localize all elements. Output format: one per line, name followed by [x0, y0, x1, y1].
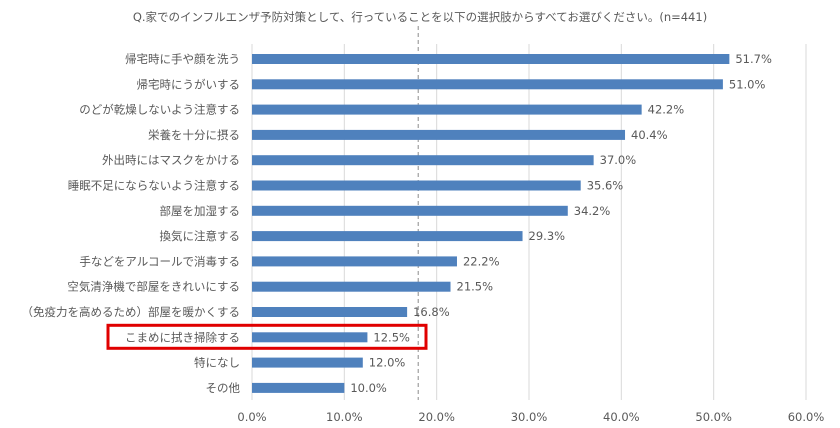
category-label: 帰宅時に手や顔を洗う	[125, 52, 240, 66]
category-label: 部屋を加湿する	[160, 204, 241, 218]
bar	[252, 180, 581, 191]
bar	[252, 104, 642, 115]
chart-title: Q.家でのインフルエンザ予防対策として、行っていることを以下の選択肢からすべてお…	[133, 10, 707, 24]
data-label: 16.8%	[413, 305, 450, 319]
category-label: 外出時にはマスクをかける	[102, 153, 240, 167]
bar	[252, 129, 626, 140]
bar	[252, 307, 408, 317]
bar	[252, 155, 594, 166]
category-label: 栄養を十分に摂る	[148, 128, 240, 142]
labels: 0.0% 10.0% 20.0% 30.0% 40.0% 50.0% 60.0% 帰宅時に手や…	[22, 52, 825, 424]
bar	[252, 281, 451, 292]
x-tick-label: 60.0%	[788, 410, 825, 424]
x-tick-label: 50.0%	[695, 410, 732, 424]
bars	[252, 54, 730, 393]
bar	[252, 382, 345, 393]
bar	[252, 205, 568, 216]
bar	[252, 332, 368, 343]
category-label: 睡眠不足にならないよう注意する	[68, 179, 240, 193]
data-label: 29.3%	[529, 229, 566, 243]
bar	[252, 54, 730, 64]
bar	[252, 256, 457, 267]
x-tick-label: 30.0%	[511, 410, 548, 424]
x-tick-label: 40.0%	[603, 410, 640, 424]
data-label: 51.7%	[735, 52, 772, 66]
x-tick-label: 10.0%	[326, 410, 363, 424]
x-tick-label: 20.0%	[418, 410, 455, 424]
data-label: 35.6%	[587, 179, 624, 193]
category-label: のどが乾燥しないよう注意する	[79, 103, 240, 117]
data-label: 37.0%	[600, 153, 637, 167]
category-label: （免疫力を高めるため）部屋を暖かくする	[22, 305, 241, 319]
category-label: 特になし	[194, 356, 240, 370]
highlight-box	[106, 323, 428, 350]
data-label: 51.0%	[729, 77, 766, 91]
data-label: 34.2%	[574, 204, 611, 218]
category-label: 手などをアルコールで消毒する	[79, 254, 240, 268]
category-label: 換気に注意する	[160, 229, 241, 243]
data-label: 40.4%	[631, 128, 668, 142]
data-label: 10.0%	[350, 381, 387, 395]
data-label: 12.5%	[373, 330, 410, 344]
data-label: 21.5%	[457, 280, 494, 294]
gridlines	[251, 26, 807, 400]
data-label: 42.2%	[648, 103, 685, 117]
data-label: 12.0%	[369, 356, 406, 370]
category-label: 空気清浄機で部屋をきれいにする	[67, 280, 240, 294]
category-label: こまめに拭き掃除する	[125, 330, 240, 344]
bar	[252, 357, 363, 368]
x-tick-label: 0.0%	[237, 410, 266, 424]
bar	[252, 231, 523, 242]
bar	[252, 79, 723, 90]
data-label: 22.2%	[463, 254, 500, 268]
category-label: 帰宅時にうがいする	[137, 77, 241, 91]
category-label: その他	[206, 381, 241, 395]
